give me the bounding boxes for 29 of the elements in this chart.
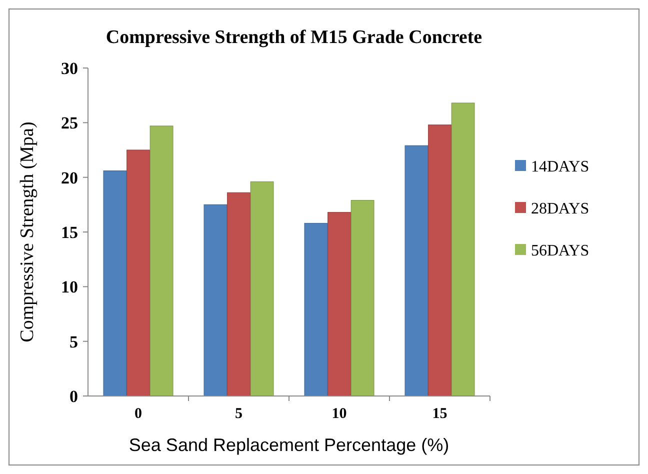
y-tick-label: 25 (61, 114, 78, 133)
y-tick-label: 5 (70, 332, 78, 352)
bar (150, 126, 174, 396)
bar (103, 170, 127, 396)
x-axis-title: Sea Sand Replacement Percentage (%) (128, 435, 450, 455)
bar (404, 145, 428, 396)
x-tick-label: 5 (235, 406, 242, 422)
y-tick-label: 30 (61, 58, 78, 78)
legend-label: 14DAYS (531, 158, 590, 176)
y-tick-label: 0 (70, 386, 78, 406)
bar (126, 150, 150, 396)
y-tick-label: 20 (61, 168, 78, 188)
legend-label: 56DAYS (531, 242, 590, 260)
bar (204, 204, 228, 396)
bar (304, 222, 328, 396)
bar (227, 192, 250, 396)
x-tick-label: 0 (134, 406, 142, 422)
legend-label: 28DAYS (531, 200, 590, 218)
bar (250, 181, 274, 396)
bar (350, 200, 374, 396)
x-tick-label: 15 (432, 406, 448, 422)
bar (451, 102, 475, 396)
y-axis-title: Compressive Strength (Mpa) (17, 122, 38, 342)
chart-title: Compressive Strength of M15 Grade Concrete (106, 27, 482, 48)
bar (328, 212, 351, 396)
x-tick-label: 10 (332, 406, 347, 422)
bar (428, 124, 452, 396)
y-tick-label: 10 (61, 278, 78, 297)
y-tick-label: 15 (61, 222, 78, 242)
